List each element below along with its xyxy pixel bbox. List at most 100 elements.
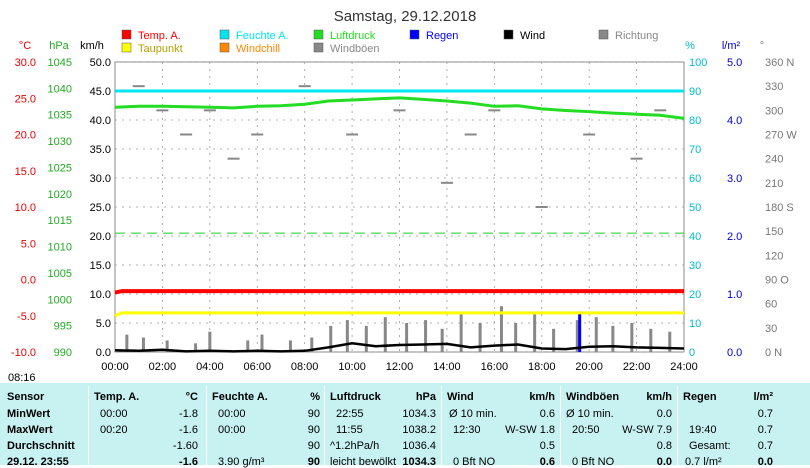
axis-tick-pressure: 1035 (48, 110, 72, 122)
legend-swatch-windchill (219, 42, 230, 53)
stats-separator (206, 386, 207, 465)
stats-temp-current-value: -1.6 (179, 456, 198, 468)
gust-bar (611, 325, 615, 352)
stats-col-pressure: Luftdruck hPa 22:55 1034.3 11:55 1038.2 … (330, 383, 438, 468)
weather-chart: Samstag, 29.12.2018 Temp. A. Feuchte A. Lu… (11, 8, 797, 373)
legend-label-windchill: Windchill (236, 43, 280, 55)
x-tick-label: 14:00 (433, 361, 461, 373)
stats-header-gusts: Windböen (566, 391, 620, 403)
gust-bar (125, 334, 129, 352)
axis-unit-wind: km/h (80, 40, 104, 52)
stats-header-temp: Temp. A. (94, 391, 140, 403)
axis-tick-temp: 25.0 (15, 93, 36, 105)
stats-pressure-min-time: 22:55 (336, 408, 364, 420)
axis-tick-direction: 270 W (765, 130, 797, 142)
axis-tick-wind: 0.0 (96, 347, 111, 359)
axis-tick-humidity: 60 (689, 173, 701, 185)
axis-tick-wind: 5.0 (96, 318, 111, 330)
legend-swatch-temp (121, 29, 132, 40)
legend-label-rain: Regen (426, 30, 458, 42)
gust-bar (310, 337, 314, 352)
axis-tick-humidity: 100 (689, 57, 707, 69)
direction-mark (535, 206, 548, 208)
axis-tick-direction: 30 (765, 323, 777, 335)
stats-gusts-beaufort: 0 Bft NO (572, 456, 615, 468)
axis-tick-pressure: 1010 (48, 242, 72, 254)
stats-col-rain: Regen l/m² 0.7 19:40 0.7 Gesamt: 0.7 0.7… (683, 383, 791, 468)
gust-bar (405, 323, 409, 352)
stats-separator (324, 386, 325, 465)
gust-bar (630, 323, 634, 352)
axis-tick-humidity: 10 (689, 318, 701, 330)
axis-tick-wind: 45.0 (90, 86, 111, 98)
direction-mark (440, 181, 453, 184)
stats-temp-min-time: 00:00 (100, 408, 128, 420)
stats-unit-rain: l/m² (753, 391, 773, 403)
stats-humidity-max-time: 00:00 (218, 424, 246, 436)
stats-pressure-trend: ^1.2hPa/h (330, 440, 380, 452)
gust-bar (383, 317, 387, 352)
series-layer (114, 85, 685, 353)
stats-panel: Sensor MinWert MaxWert Durchschnitt 29.1… (0, 383, 810, 468)
legend-label-wind: Wind (520, 30, 545, 42)
direction-mark (464, 133, 477, 136)
stats-pressure-forecast: leicht bewölkt (330, 456, 397, 468)
stats-temp-avg-value: -1.60 (172, 440, 198, 452)
series-line-pressure (114, 96, 685, 120)
gust-bar (594, 317, 598, 352)
direction-mark (227, 157, 240, 160)
stats-pressure-min-value: 1034.3 (402, 408, 436, 420)
stats-label-max: MaxWert (7, 424, 53, 436)
gust-bar (533, 314, 537, 352)
stats-header-humidity: Feuchte A. (212, 391, 268, 403)
stats-gusts-avg-value: 0.8 (656, 440, 672, 452)
direction-mark (298, 85, 311, 88)
series-line-wind (114, 342, 685, 353)
gust-bar (668, 331, 672, 352)
stats-gusts-avg-label: Ø 10 min. (566, 408, 614, 420)
legend-swatch-pressure (313, 29, 324, 40)
axis-tick-wind: 40.0 (90, 115, 111, 127)
stats-gusts-current-value: 0.0 (656, 456, 672, 468)
axis-tick-direction: 300 (765, 105, 783, 117)
axis-tick-direction: 360 N (765, 57, 794, 69)
axis-tick-temp: 5.0 (21, 238, 36, 250)
axis-tick-rain: 2.0 (727, 231, 742, 243)
gust-bar (288, 340, 292, 352)
axis-unit-direction: ° (760, 40, 764, 52)
axis-tick-wind: 35.0 (90, 144, 111, 156)
axis-unit-humidity: % (685, 40, 695, 52)
stats-col-humidity: Feuchte A. % 00:00 90 00:00 90 90 3.90 g… (212, 383, 322, 468)
stats-rain-current-value: 0.0 (757, 456, 773, 468)
x-tick-label: 18:00 (528, 361, 556, 373)
stats-wind-beaufort: 0 Bft NO (453, 456, 496, 468)
legend-label-gusts: Windböen (330, 43, 380, 55)
x-tick-label: 04:00 (196, 361, 224, 373)
stats-col-gusts: Windböen km/h Ø 10 min. 0.0 20:50 W-SW 7… (566, 383, 674, 468)
axis-tick-pressure: 1000 (48, 294, 72, 306)
axis-tick-humidity: 50 (689, 202, 701, 214)
gust-bar (552, 328, 556, 352)
axis-tick-wind: 15.0 (90, 260, 111, 272)
stats-humidity-avg-value: 90 (307, 440, 320, 452)
axis-tick-pressure: 1025 (48, 162, 72, 174)
legend-label-dewpoint: Taupunkt (138, 43, 183, 55)
axis-tick-pressure: 1020 (48, 189, 72, 201)
axis-unit-rain: l/m² (722, 40, 741, 52)
stats-separator (677, 386, 678, 465)
axis-tick-wind: 20.0 (90, 231, 111, 243)
legend-swatch-direction (598, 29, 609, 40)
axis-tick-rain: 5.0 (727, 57, 742, 69)
x-tick-label: 20:00 (575, 361, 603, 373)
gust-bar (165, 340, 169, 352)
stats-temp-min-value: -1.8 (179, 408, 198, 420)
direction-mark (630, 157, 643, 160)
stats-wind-max-value: W-SW 1.8 (505, 424, 555, 436)
gust-bar (246, 340, 250, 352)
gust-bar (499, 306, 503, 352)
axis-tick-direction: 330 (765, 81, 783, 93)
x-tick-label: 16:00 (481, 361, 509, 373)
gust-bar (440, 328, 444, 352)
stats-humidity-min-value: 90 (307, 408, 320, 420)
direction-mark (251, 133, 264, 136)
